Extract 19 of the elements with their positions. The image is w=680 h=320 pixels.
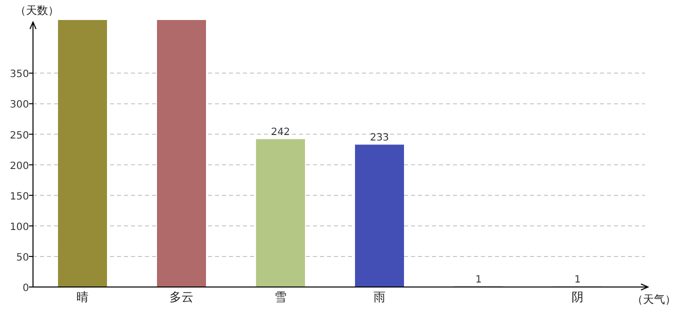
data-label: 1 [574, 274, 581, 286]
x-tick-label: 阴 [572, 290, 584, 304]
y-tick-label: 350 [10, 69, 29, 80]
y-tick-label: 250 [10, 130, 29, 142]
data-label: 242 [270, 127, 290, 138]
x-tick-label: 晴 [76, 290, 88, 304]
y-tick-label: 100 [10, 222, 29, 233]
x-axis-title: （天气） [632, 293, 676, 306]
x-tick-label: 雪 [274, 290, 286, 304]
data-label: 1 [475, 274, 482, 286]
y-tick-label: 150 [10, 191, 29, 202]
x-tick-label: 雨 [374, 290, 386, 304]
y-tick-label: 0 [22, 283, 29, 294]
y-axis-title: （天数） [15, 4, 59, 17]
x-tick-label: 多云 [170, 290, 194, 304]
data-label: 233 [370, 132, 390, 144]
y-tick-label: 200 [10, 160, 29, 172]
y-tick-label: 300 [10, 100, 29, 111]
y-tick-label: 50 [16, 252, 29, 264]
